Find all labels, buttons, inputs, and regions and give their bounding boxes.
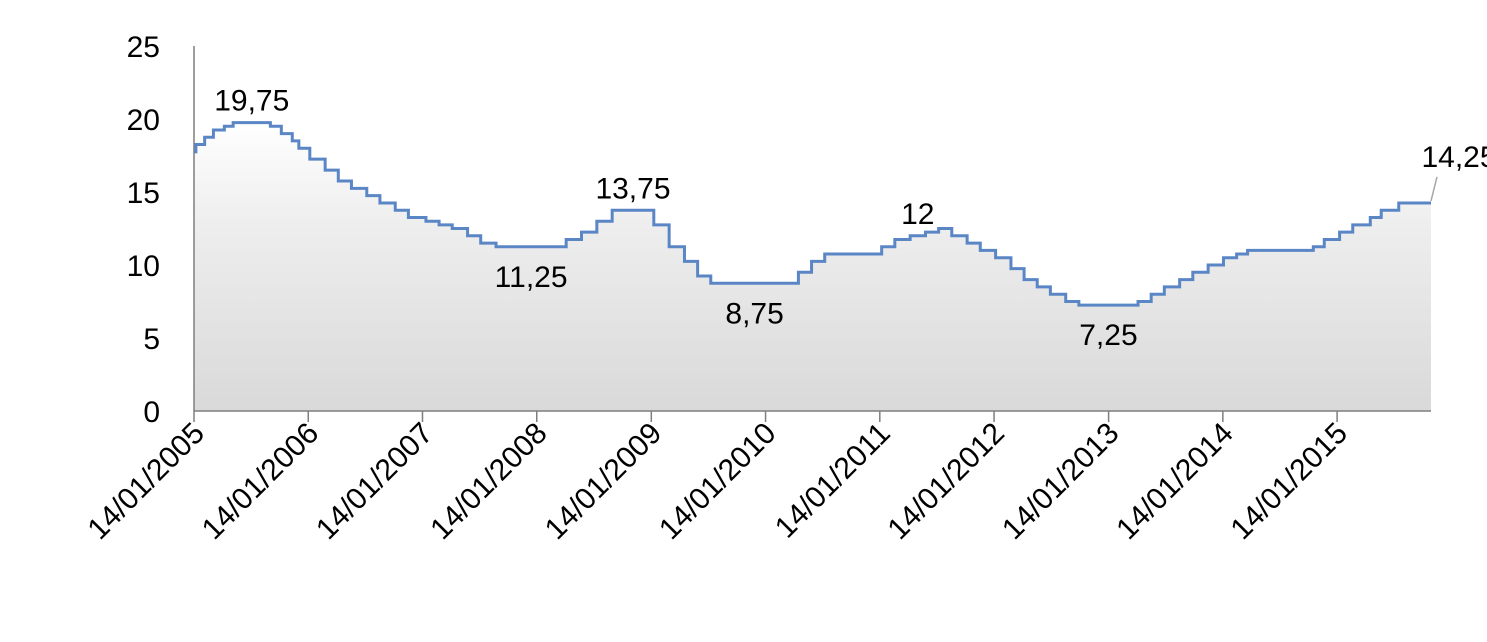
data-label: 19,75 (214, 85, 289, 118)
y-tick-label: 20 (127, 104, 160, 137)
x-tick-label: 14/01/2012 (881, 417, 1011, 547)
label-leader (1430, 176, 1438, 202)
y-tick-label: 5 (143, 323, 160, 356)
y-tick-label: 0 (143, 396, 160, 429)
data-label: 12 (901, 198, 934, 231)
line-layer (194, 121, 1431, 307)
x-tick-label: 14/01/2008 (424, 417, 554, 547)
data-label: 11,25 (495, 261, 568, 294)
x-tick-label: 14/01/2013 (996, 417, 1126, 547)
line (194, 121, 1431, 307)
x-tick-label: 14/01/2006 (196, 417, 326, 547)
y-tick-label: 25 (127, 31, 160, 64)
data-label: 7,25 (1079, 319, 1137, 352)
y-tick-label: 15 (127, 177, 160, 210)
label-layer: 19,75 11,25 13,75 8,75 12 7,25 14,25 (214, 85, 1487, 352)
x-tick-label: 14/01/2015 (1225, 417, 1355, 547)
x-tick-label: 14/01/2005 (81, 417, 211, 547)
x-tick-label: 14/01/2014 (1110, 417, 1240, 547)
data-label: 8,75 (725, 297, 783, 330)
x-tick-label: 14/01/2007 (310, 417, 440, 547)
x-tick-label: 14/01/2010 (653, 417, 783, 547)
x-tick-label: 14/01/2011 (769, 417, 897, 545)
data-label: 13,75 (595, 172, 670, 205)
data-label: 14,25 (1421, 141, 1487, 174)
y-tick-label: 10 (127, 250, 160, 283)
x-tick-label: 14/01/2009 (539, 417, 669, 547)
